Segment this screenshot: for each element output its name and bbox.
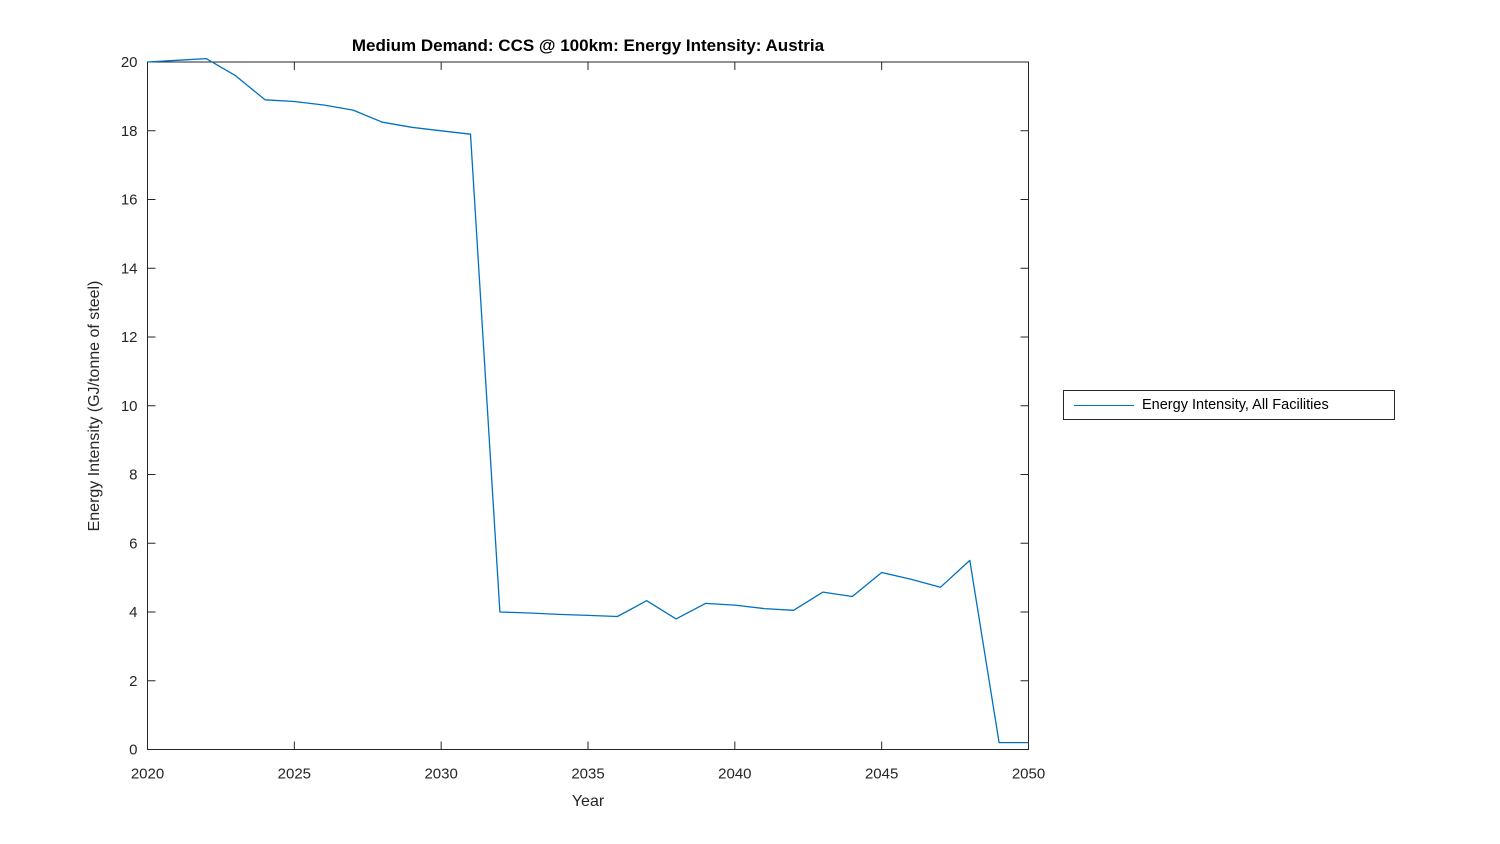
x-tick-label: 2020 bbox=[131, 766, 164, 783]
chart-title: Medium Demand: CCS @ 100km: Energy Inten… bbox=[351, 36, 825, 55]
y-tick-label: 10 bbox=[121, 398, 138, 415]
y-tick-label: 0 bbox=[129, 742, 137, 759]
legend: Energy Intensity, All Facilities bbox=[1063, 390, 1395, 420]
y-axis-label: Energy Intensity (GJ/tonne of steel) bbox=[86, 280, 103, 532]
y-tick-label: 20 bbox=[121, 54, 138, 71]
x-axis-label: Year bbox=[571, 793, 605, 810]
x-tick-label: 2035 bbox=[571, 766, 604, 783]
x-tick-label: 2025 bbox=[278, 766, 311, 783]
y-tick-label: 2 bbox=[129, 673, 137, 690]
legend-line-sample-icon bbox=[1074, 404, 1134, 406]
y-tick-label: 8 bbox=[129, 467, 137, 484]
x-tick-label: 2045 bbox=[865, 766, 898, 783]
x-tick-label: 2050 bbox=[1012, 766, 1045, 783]
y-tick-label: 16 bbox=[121, 192, 138, 209]
y-tick-label: 18 bbox=[121, 123, 138, 140]
y-tick-label: 12 bbox=[121, 329, 138, 346]
x-tick-label: 2040 bbox=[718, 766, 751, 783]
axes-frame bbox=[147, 61, 1029, 750]
y-tick-label: 6 bbox=[129, 535, 137, 552]
legend-entry-label: Energy Intensity, All Facilities bbox=[1142, 397, 1329, 413]
x-tick-label: 2030 bbox=[424, 766, 457, 783]
y-tick-label: 4 bbox=[129, 604, 137, 621]
data-line bbox=[147, 57, 1029, 744]
y-tick-label: 14 bbox=[121, 260, 138, 277]
